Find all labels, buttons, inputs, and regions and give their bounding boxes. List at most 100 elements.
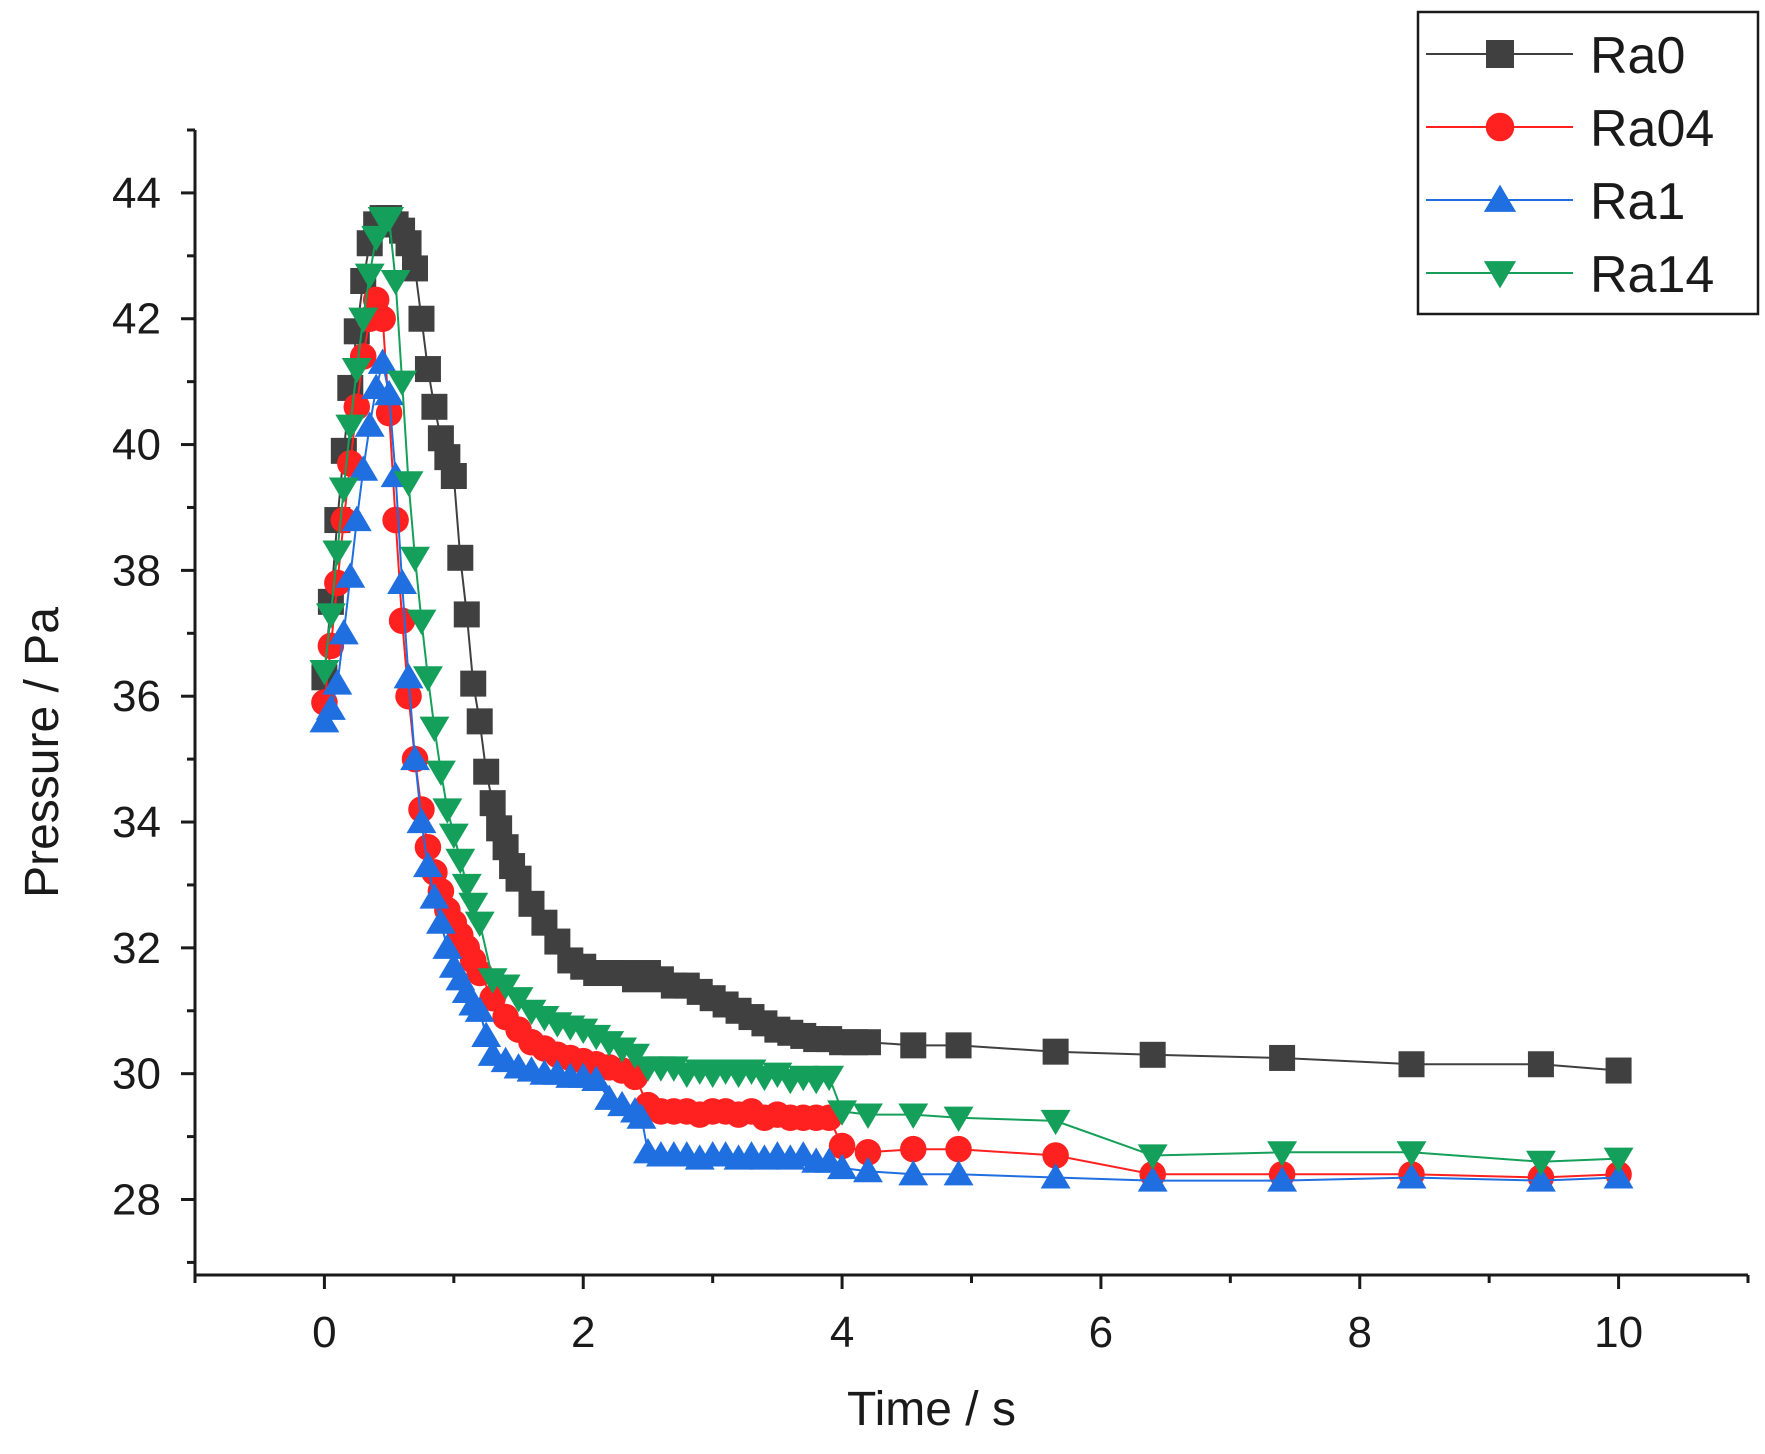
data-point-ra14: [328, 477, 359, 503]
data-point-ra1: [1267, 1166, 1298, 1192]
data-point-ra1: [1396, 1163, 1427, 1189]
legend-label: Ra14: [1590, 246, 1714, 304]
series-ra14: [309, 207, 1634, 1177]
data-point-ra0: [395, 230, 422, 257]
data-point-ra14: [315, 603, 346, 629]
data-point-ra14: [898, 1103, 929, 1129]
y-tick-label: 42: [112, 295, 161, 344]
data-point-ra0: [479, 790, 506, 817]
data-point-ra1: [419, 883, 450, 909]
legend-item-ra04: Ra04: [1426, 100, 1714, 158]
data-point-ra1: [1603, 1163, 1634, 1189]
legend-marker-ra14: [1483, 261, 1517, 289]
data-point-ra04: [369, 305, 396, 332]
data-point-ra1: [322, 669, 353, 695]
data-point-ra14: [451, 873, 482, 900]
data-point-ra04: [1042, 1142, 1069, 1169]
data-point-ra1: [341, 505, 372, 532]
data-point-ra14: [406, 609, 437, 636]
data-point-ra1: [626, 1103, 657, 1129]
data-point-ra14: [354, 263, 385, 289]
data-point-ra1: [387, 568, 418, 595]
series-layer: [309, 205, 1634, 1192]
x-tick-label: 10: [1594, 1308, 1643, 1357]
data-point-ra1: [425, 908, 456, 934]
data-point-ra14: [1525, 1150, 1556, 1177]
data-point-ra0: [473, 758, 500, 785]
data-point-ra14: [361, 225, 392, 252]
data-point-ra14: [1603, 1147, 1634, 1173]
legend-marker-ra04: [1485, 112, 1515, 142]
data-point-ra14: [419, 716, 450, 742]
legend-box: [1416, 10, 1760, 316]
data-point-ra14: [943, 1106, 974, 1133]
data-point-ra0: [408, 305, 435, 332]
data-point-ra14: [348, 307, 379, 334]
legend-marker-ra0: [1486, 40, 1514, 68]
data-point-ra14: [827, 1100, 858, 1126]
data-point-ra1: [393, 663, 424, 689]
data-point-ra14: [1267, 1141, 1298, 1167]
data-point-ra1: [367, 348, 398, 374]
data-point-ra04: [479, 984, 506, 1012]
x-tick-label: 2: [571, 1308, 595, 1357]
data-point-ra14: [335, 414, 366, 440]
data-point-ra0: [440, 463, 467, 490]
data-point-ra04: [343, 393, 371, 421]
data-point-ra14: [400, 546, 430, 573]
y-tick-label: 38: [112, 546, 161, 595]
data-point-ra0: [1042, 1038, 1069, 1065]
data-point-ra0: [414, 356, 441, 383]
legend-item-ra1: Ra1: [1426, 173, 1685, 231]
data-point-ra14: [393, 471, 424, 497]
data-point-ra14: [341, 358, 372, 384]
data-point-ra1: [1040, 1163, 1071, 1189]
data-point-ra0: [1139, 1041, 1166, 1068]
y-tick-label: 30: [112, 1050, 161, 1099]
data-point-ra14: [1396, 1141, 1427, 1167]
legend-item-ra0: Ra0: [1426, 27, 1685, 85]
data-point-ra14: [309, 659, 340, 686]
y-tick-label: 36: [112, 672, 161, 721]
data-point-ra14: [1040, 1109, 1071, 1136]
data-point-ra1: [335, 562, 366, 588]
data-point-ra04: [854, 1139, 882, 1166]
data-point-ra1: [348, 455, 379, 481]
data-point-ra1: [400, 744, 430, 771]
data-point-ra0: [402, 255, 429, 282]
data-point-ra0: [945, 1032, 972, 1059]
data-point-ra0: [460, 670, 487, 697]
data-point-ra1: [432, 933, 463, 959]
data-point-ra04: [382, 506, 409, 534]
legend: Ra0 Ra04 Ra1 Ra14: [1416, 10, 1760, 316]
data-point-ra0: [505, 865, 532, 892]
data-point-ra0: [1605, 1057, 1632, 1084]
data-point-ra0: [466, 708, 493, 735]
data-point-ra1: [374, 379, 405, 406]
ticks-layer: 0 2 4 6 8 10 28 30 32 34 36 38 40 42 44: [112, 128, 1750, 1357]
data-point-ra0: [1527, 1051, 1554, 1078]
data-point-ra1: [827, 1153, 858, 1180]
data-point-ra14: [432, 798, 463, 824]
data-point-ra04: [375, 399, 403, 427]
data-point-ra14: [322, 540, 353, 566]
legend-item-ra14: Ra14: [1426, 246, 1714, 304]
data-point-ra04: [900, 1135, 927, 1163]
y-tick-label: 40: [112, 421, 161, 470]
data-point-ra1: [328, 618, 359, 645]
data-point-ra14: [445, 848, 476, 875]
x-axis-title: Time / s: [847, 1383, 1016, 1436]
data-point-ra0: [1398, 1051, 1425, 1078]
data-point-ra1: [853, 1156, 883, 1183]
data-point-ra0: [421, 393, 448, 420]
data-point-ra04: [828, 1132, 856, 1160]
y-tick-label: 34: [112, 798, 161, 847]
x-tick-label: 8: [1348, 1308, 1372, 1357]
data-point-ra14: [464, 911, 495, 937]
data-point-ra1: [943, 1160, 974, 1186]
data-point-ra14: [425, 760, 456, 787]
y-tick-label: 32: [112, 924, 161, 973]
data-point-ra1: [581, 1065, 612, 1092]
data-point-ra04: [414, 833, 442, 861]
